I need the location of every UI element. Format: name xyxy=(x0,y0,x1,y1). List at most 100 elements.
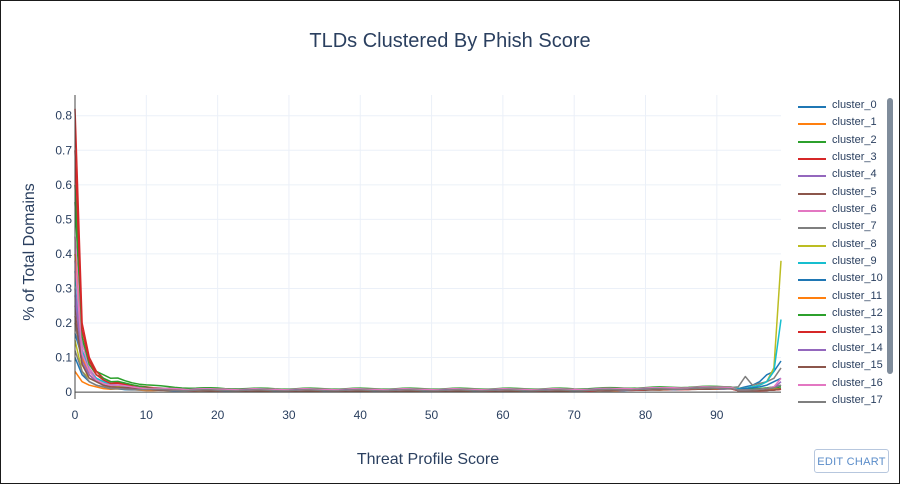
x-tick-label: 70 xyxy=(568,408,582,422)
legend-item-cluster_13[interactable]: cluster_13 xyxy=(798,323,890,340)
y-tick-label: 0.5 xyxy=(55,212,72,226)
series-line-cluster_6 xyxy=(74,236,782,391)
y-tick-label: 0.6 xyxy=(55,178,72,192)
legend-item-cluster_3[interactable]: cluster_3 xyxy=(798,150,890,167)
legend-swatch xyxy=(798,227,826,230)
legend-swatch xyxy=(798,244,826,247)
legend-item-cluster_1[interactable]: cluster_1 xyxy=(798,115,890,132)
series-line-cluster_3 xyxy=(74,108,782,392)
legend-label: cluster_3 xyxy=(832,151,877,164)
legend-item-cluster_15[interactable]: cluster_15 xyxy=(798,358,890,375)
legend-swatch xyxy=(798,106,826,108)
legend-label: cluster_14 xyxy=(832,341,883,354)
legend-item-cluster_2[interactable]: cluster_2 xyxy=(798,133,890,150)
legend-swatch xyxy=(798,158,826,161)
legend-item-cluster_17[interactable]: cluster_17 xyxy=(798,393,890,410)
legend-label: cluster_12 xyxy=(832,307,883,320)
legend-label: cluster_11 xyxy=(832,289,882,302)
series-line-cluster_9 xyxy=(74,271,782,392)
legend-swatch xyxy=(798,210,826,213)
legend-label: cluster_0 xyxy=(832,99,877,111)
series-line-cluster_10 xyxy=(74,357,782,392)
legend-swatch xyxy=(798,331,826,334)
legend-label: cluster_9 xyxy=(832,255,877,268)
legend-item-cluster_4[interactable]: cluster_4 xyxy=(798,167,890,184)
legend-swatch xyxy=(798,123,826,126)
legend-label: cluster_5 xyxy=(832,185,877,198)
x-tick-label: 40 xyxy=(354,408,368,422)
legend-label: cluster_16 xyxy=(832,376,883,389)
legend-label: cluster_6 xyxy=(832,203,877,216)
legend-item-cluster_6[interactable]: cluster_6 xyxy=(798,202,890,219)
legend-label: cluster_1 xyxy=(832,116,877,129)
x-tick-label: 80 xyxy=(639,408,653,422)
legend-swatch xyxy=(798,400,826,403)
x-tick-label: 60 xyxy=(496,408,510,422)
legend-label: cluster_15 xyxy=(832,359,883,372)
grid-lines xyxy=(75,95,781,399)
y-tick-label: 0.1 xyxy=(55,351,72,365)
series-line-cluster_2 xyxy=(74,202,782,391)
series-line-cluster_15 xyxy=(74,315,782,392)
axis-lines xyxy=(74,95,781,399)
legend-item-cluster_16[interactable]: cluster_16 xyxy=(798,376,890,393)
legend-item-cluster_14[interactable]: cluster_14 xyxy=(798,341,890,358)
y-tick-label: 0 xyxy=(65,385,72,399)
legend-swatch xyxy=(798,192,826,195)
chart-title: TLDs Clustered By Phish Score xyxy=(309,30,591,52)
legend-swatch xyxy=(798,366,826,369)
legend-label: cluster_7 xyxy=(832,220,877,233)
legend-item-cluster_5[interactable]: cluster_5 xyxy=(798,185,890,202)
legend-swatch xyxy=(798,348,826,351)
series-line-cluster_16 xyxy=(74,260,782,391)
legend-swatch xyxy=(798,383,826,386)
x-tick-label: 20 xyxy=(211,408,225,422)
x-tick-label: 90 xyxy=(710,408,724,422)
legend-item-cluster_11[interactable]: cluster_11 xyxy=(798,289,890,306)
y-tick-label: 0.8 xyxy=(55,109,72,123)
legend-item-cluster_8[interactable]: cluster_8 xyxy=(798,237,890,254)
legend-swatch xyxy=(798,140,826,143)
series-line-cluster_12 xyxy=(74,184,782,392)
x-tick-label: 0 xyxy=(72,408,79,422)
y-tick-label: 0.3 xyxy=(55,281,72,295)
legend-swatch xyxy=(798,279,826,282)
legend-label: cluster_13 xyxy=(832,324,883,337)
legend-label: cluster_8 xyxy=(832,237,877,250)
legend-label: cluster_10 xyxy=(832,272,883,285)
x-tick-label: 30 xyxy=(282,408,296,422)
series-line-cluster_4 xyxy=(74,288,782,392)
series-line-cluster_5 xyxy=(74,305,782,392)
x-tick-label: 10 xyxy=(140,408,154,422)
series-line-cluster_14 xyxy=(74,295,782,392)
legend-label: cluster_4 xyxy=(832,168,877,181)
legend-swatch xyxy=(798,314,826,317)
edit-chart-button[interactable]: EDIT CHART xyxy=(814,449,889,473)
legend-scrollbar[interactable] xyxy=(887,98,893,374)
legend-swatch xyxy=(798,175,826,178)
legend-label: cluster_2 xyxy=(832,133,877,146)
legend-item-cluster_10[interactable]: cluster_10 xyxy=(798,271,890,288)
series-lines xyxy=(74,108,782,392)
series-line-cluster_7 xyxy=(74,322,782,392)
x-tick-label: 50 xyxy=(425,408,439,422)
legend-item-cluster_7[interactable]: cluster_7 xyxy=(798,219,890,236)
legend-item-cluster_0[interactable]: cluster_0 xyxy=(798,98,890,115)
series-line-cluster_8 xyxy=(74,260,782,392)
legend-swatch xyxy=(798,262,826,265)
series-line-cluster_0 xyxy=(74,333,782,392)
series-line-cluster_13 xyxy=(74,150,782,392)
y-tick-label: 0.7 xyxy=(55,143,72,157)
legend-swatch xyxy=(798,296,826,299)
legend-item-cluster_9[interactable]: cluster_9 xyxy=(798,254,890,271)
legend-item-cluster_12[interactable]: cluster_12 xyxy=(798,306,890,323)
legend-label: cluster_17 xyxy=(832,393,883,406)
tick-labels: 0 10 20 30 40 50 60 70 80 90 0 0.1 0.2 0.3 0.4 0.5 0.6 0.… xyxy=(55,109,723,422)
x-axis-label: Threat Profile Score xyxy=(356,451,500,468)
y-tick-label: 0.4 xyxy=(55,247,72,261)
series-line-cluster_17 xyxy=(74,350,782,392)
y-tick-label: 0.2 xyxy=(55,316,72,330)
